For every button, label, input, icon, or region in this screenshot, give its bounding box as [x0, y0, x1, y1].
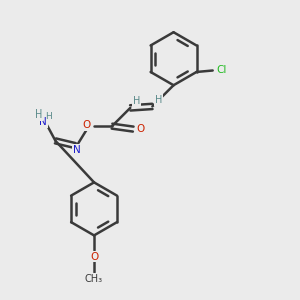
Text: H: H: [155, 95, 163, 105]
Text: N: N: [39, 117, 47, 127]
Text: H: H: [35, 110, 42, 120]
Text: O: O: [136, 124, 145, 134]
Text: H: H: [45, 112, 52, 121]
Text: O: O: [90, 252, 98, 262]
Text: Cl: Cl: [216, 65, 227, 76]
Text: CH₃: CH₃: [85, 274, 103, 284]
Text: H: H: [133, 96, 140, 106]
Text: N: N: [73, 145, 81, 155]
Text: H: H: [35, 110, 42, 119]
Text: O: O: [82, 120, 91, 130]
